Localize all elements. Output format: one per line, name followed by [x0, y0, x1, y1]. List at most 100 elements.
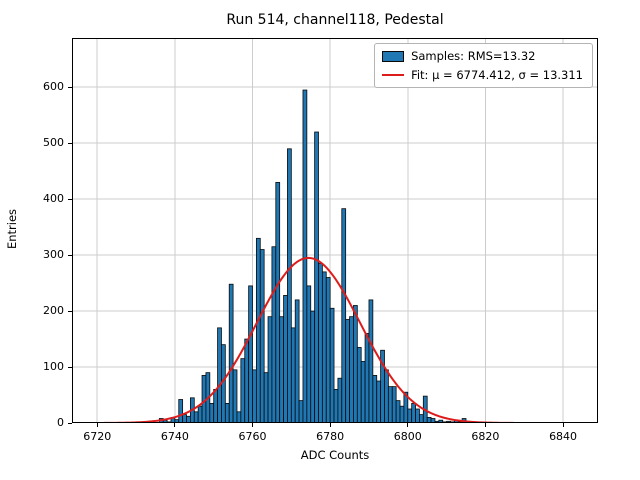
y-tick-label: 400: [43, 192, 64, 206]
histogram-bar: [306, 285, 312, 423]
y-tick-label: 300: [43, 248, 64, 262]
histogram-bar: [232, 369, 238, 423]
histogram-bar: [325, 277, 331, 423]
x-tick-label: 6840: [549, 430, 578, 443]
histogram-bar: [240, 358, 246, 423]
x-tick-label: 6780: [316, 430, 345, 443]
histogram-bar: [364, 333, 370, 423]
histogram-bar: [353, 305, 358, 423]
plot-canvas: [72, 38, 598, 423]
histogram-bar: [294, 299, 300, 423]
histogram-bar: [411, 403, 416, 423]
histogram-bar: [403, 391, 409, 423]
y-tick-label: 0: [57, 416, 64, 429]
histogram-bar: [419, 414, 424, 423]
histogram-bar: [217, 327, 222, 423]
histogram-bar: [263, 372, 269, 423]
histogram-bar: [387, 386, 393, 423]
x-tick-mark: [484, 423, 486, 427]
fit-line-swatch-icon: [382, 74, 405, 76]
x-tick-label: 6760: [238, 430, 267, 443]
y-tick-mark: [68, 86, 72, 88]
histogram-bar: [271, 246, 277, 423]
y-tick-mark: [68, 198, 72, 200]
x-tick-mark: [562, 423, 564, 427]
x-tick-mark: [174, 423, 176, 427]
histogram-swatch-icon: [382, 50, 405, 62]
histogram-bar: [321, 271, 327, 423]
y-tick-label: 600: [43, 80, 64, 94]
y-tick-label: 200: [43, 304, 64, 318]
x-tick-mark: [96, 423, 98, 427]
histogram-bar: [178, 399, 184, 423]
histogram-bar: [228, 283, 234, 423]
histogram-bar: [376, 380, 382, 423]
histogram-bar: [213, 389, 218, 423]
y-tick-mark: [68, 142, 72, 144]
histogram-bar: [368, 299, 374, 423]
histogram-bar: [209, 403, 215, 423]
histogram-bar: [329, 307, 335, 423]
x-tick-label: 6820: [471, 430, 500, 443]
legend-label-fit: Fit: μ = 6774.412, σ = 13.311: [411, 68, 583, 82]
y-tick-mark: [68, 366, 72, 368]
y-tick-mark: [68, 310, 72, 312]
plot-area: Samples: RMS=13.32 Fit: μ = 6774.412, σ …: [72, 38, 598, 423]
histogram-bar: [360, 361, 366, 423]
y-tick-mark: [68, 422, 72, 424]
y-axis-label: Entries: [5, 208, 19, 250]
histogram-bar: [356, 347, 362, 423]
legend-item-fit: Fit: μ = 6774.412, σ = 13.311: [382, 68, 583, 82]
histogram-bar: [333, 389, 339, 423]
histogram-bar: [283, 295, 288, 423]
histogram-bar: [415, 408, 420, 423]
histogram-bar: [244, 338, 250, 423]
legend: Samples: RMS=13.32 Fit: μ = 6774.412, σ …: [374, 43, 593, 88]
x-tick-mark: [329, 423, 331, 427]
histogram-bar: [267, 316, 273, 423]
x-axis-label: ADC Counts: [300, 448, 370, 462]
histogram-bar: [224, 403, 230, 423]
x-tick-mark: [407, 423, 409, 427]
histogram-bar: [298, 400, 304, 423]
histogram-bar: [384, 369, 389, 423]
histogram-bar: [302, 89, 308, 423]
y-tick-label: 100: [43, 360, 64, 374]
histogram-bar: [186, 415, 191, 423]
histogram-bar: [310, 310, 316, 423]
x-tick-label: 6800: [393, 430, 422, 443]
histogram-bar: [197, 405, 203, 423]
histogram-bar: [287, 148, 292, 423]
y-tick-mark: [68, 254, 72, 256]
x-tick-label: 6720: [83, 430, 112, 443]
histogram-bar: [182, 414, 187, 423]
legend-item-samples: Samples: RMS=13.32: [382, 49, 583, 63]
histogram-bar: [407, 408, 413, 423]
histogram-bar: [252, 369, 257, 423]
histogram-bar: [236, 411, 242, 423]
fit-curve: [89, 256, 521, 423]
histogram-bar: [341, 208, 347, 423]
histogram-bar: [193, 411, 199, 423]
histogram-bar: [337, 377, 343, 423]
histogram-bar: [318, 263, 323, 423]
histogram-bar: [255, 237, 261, 423]
y-tick-label: 500: [43, 136, 64, 150]
legend-label-samples: Samples: RMS=13.32: [411, 49, 536, 63]
histogram-bar: [345, 319, 350, 423]
x-tick-mark: [252, 423, 253, 427]
histogram-bar: [314, 131, 319, 423]
histogram-bar: [259, 249, 265, 423]
histogram-bar: [391, 386, 397, 423]
axes-border: [72, 38, 598, 423]
histogram-bar: [279, 316, 284, 423]
histogram-bar: [248, 285, 253, 423]
histogram-bar: [395, 400, 401, 423]
histogram-bar: [349, 316, 354, 423]
x-tick-label: 6740: [160, 430, 189, 443]
histogram-bar: [290, 327, 296, 423]
histogram-bar: [372, 375, 378, 423]
histogram-bar: [399, 405, 405, 423]
chart-title: Run 514, channel118, Pedestal: [226, 12, 444, 28]
